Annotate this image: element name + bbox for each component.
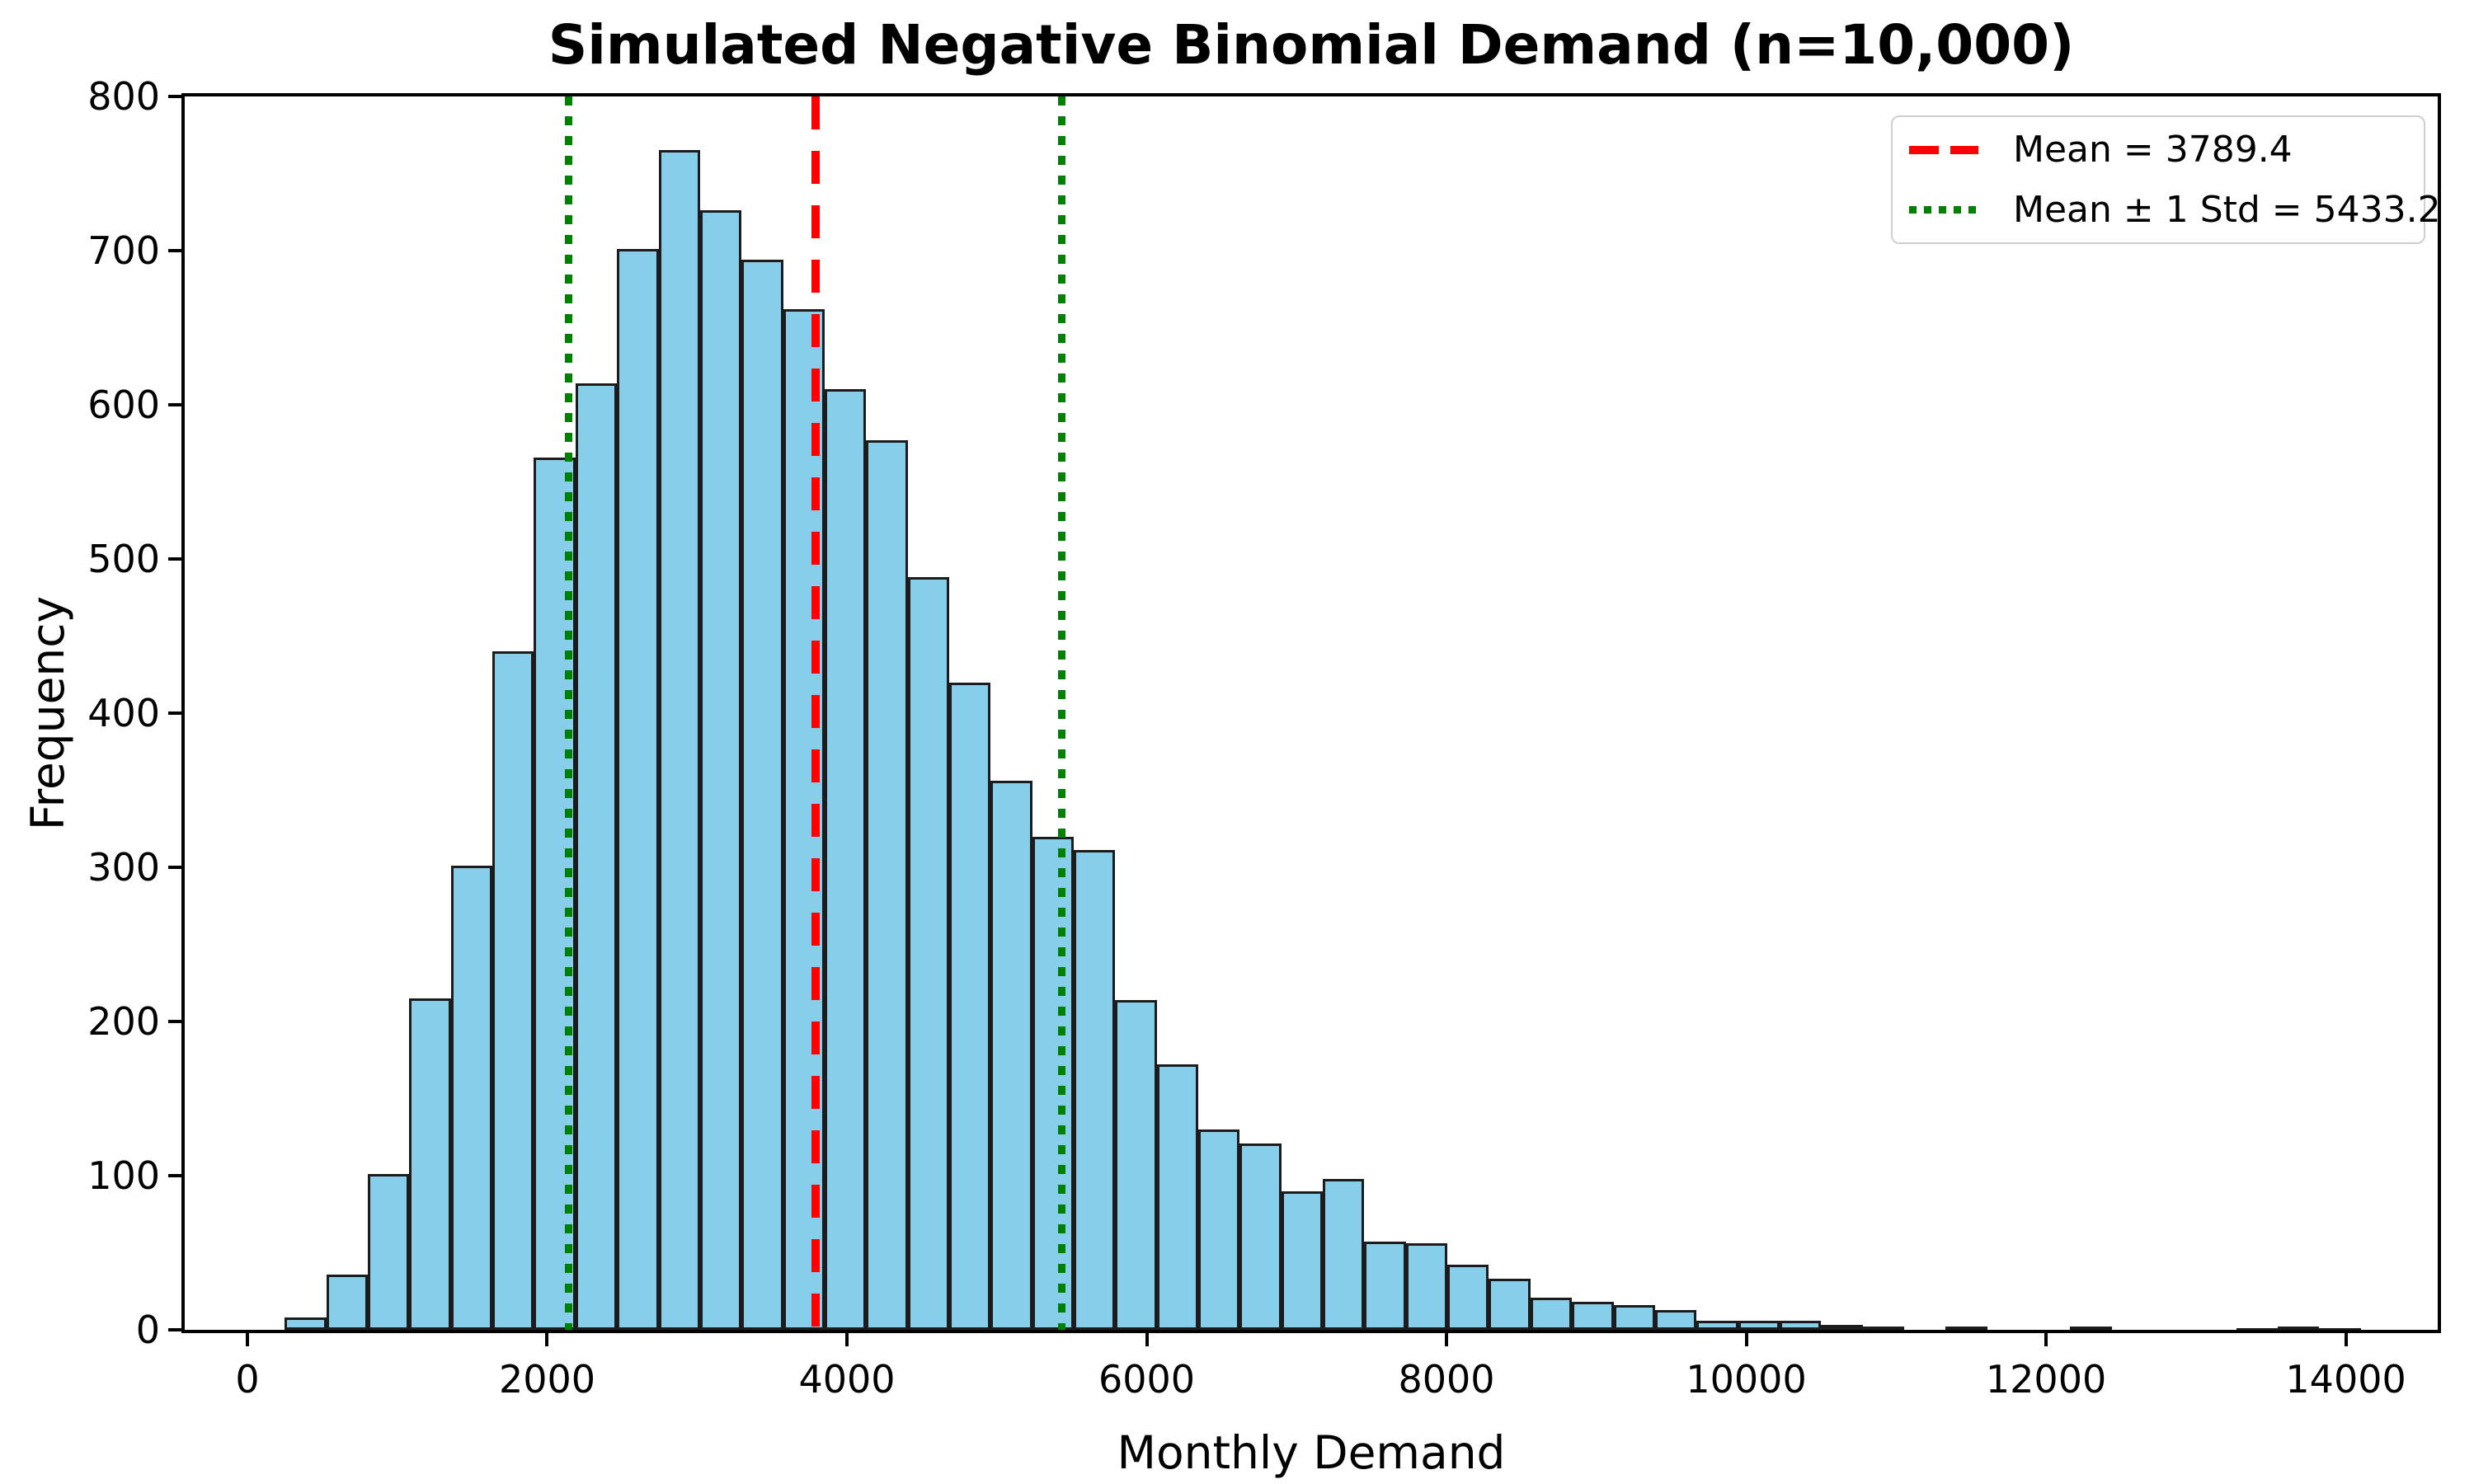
mean-line [811,96,820,1330]
histogram-bar [907,577,949,1330]
histogram-bar [1489,1279,1531,1330]
std-line-upper [1058,96,1065,1330]
histogram-bar [990,781,1032,1330]
x-tick-mark [1145,1330,1149,1346]
y-tick-label: 400 [87,691,160,735]
histogram-bar [699,210,742,1330]
histogram-bar [492,651,534,1330]
plot-area [185,96,2438,1334]
x-tick-mark [1445,1330,1449,1346]
histogram-bar [1074,850,1116,1330]
x-tick-mark [2044,1330,2048,1346]
histogram-bar [824,389,867,1330]
y-tick-label: 600 [87,383,160,427]
y-tick-label: 0 [135,1308,160,1352]
histogram-bar [2319,1328,2361,1334]
x-tick-label: 12000 [1985,1357,2107,1402]
y-axis-label: Frequency [21,595,74,831]
histogram-bar [866,440,908,1330]
x-tick-label: 14000 [2285,1357,2406,1402]
y-tick-label: 800 [87,74,160,119]
histogram-bar [1613,1305,1655,1330]
x-tick-mark [1744,1330,1748,1346]
std-line-lower [565,96,573,1330]
histogram-bar [1198,1129,1240,1330]
histogram-bar [1696,1320,1738,1330]
y-tick-mark [168,866,185,869]
histogram-bar [1862,1327,1904,1332]
x-tick-label: 6000 [1098,1357,1196,1402]
legend-line-dotted-green-icon [1909,206,1978,214]
chart-title: Simulated Negative Binomial Demand (n=10… [548,13,2075,77]
x-tick-mark [2344,1330,2348,1346]
y-tick-label: 200 [87,999,160,1044]
histogram-bar [658,150,700,1330]
histogram-bar [575,383,618,1330]
histogram-bar [1738,1320,1780,1330]
y-tick-mark [168,95,185,98]
histogram-bar [1323,1178,1365,1330]
histogram-bar [2278,1327,2320,1332]
histogram-bar [741,260,783,1330]
x-tick-label: 0 [235,1357,260,1402]
legend-label-std: Mean ± 1 Std = 5433.2 [2013,189,2441,231]
histogram-bar [326,1274,369,1330]
x-tick-label: 8000 [1398,1357,1495,1402]
y-tick-mark [168,711,185,715]
histogram-bar [1405,1243,1448,1330]
x-axis-label: Monthly Demand [1117,1426,1506,1479]
y-tick-label: 300 [87,845,160,890]
y-tick-mark [168,403,185,406]
histogram-bar [1572,1302,1614,1330]
y-tick-mark [168,1020,185,1023]
legend-item-mean: Mean = 3789.4 [1909,129,2407,171]
histogram-bar [368,1174,410,1330]
histogram-bar [1779,1320,1822,1330]
x-tick-label: 4000 [798,1357,896,1402]
legend: Mean = 3789.4 Mean ± 1 Std = 5433.2 [1891,115,2441,244]
histogram-bar [1281,1190,1324,1330]
histogram-bar [1530,1297,1573,1330]
histogram-bar [1654,1309,1697,1330]
x-tick-label: 2000 [498,1357,596,1402]
y-tick-mark [168,557,185,561]
histogram-bar [1239,1143,1282,1330]
y-tick-mark [168,1174,185,1177]
y-tick-mark [168,249,185,252]
histogram-bar [1032,836,1074,1330]
histogram-bar [617,249,659,1330]
histogram-bar [1945,1327,1987,1332]
x-tick-mark [845,1330,849,1346]
histogram-bar [1115,999,1157,1330]
legend-line-dashed-red-icon [1909,145,1978,154]
y-tick-mark [168,1328,185,1331]
histogram-bar [409,998,451,1330]
x-tick-label: 10000 [1686,1357,1807,1402]
histogram-bar [285,1317,327,1330]
histogram-bar [450,866,493,1330]
histogram-bar [948,682,991,1330]
histogram-bar [1364,1242,1406,1330]
histogram-bar [1156,1064,1199,1330]
histogram-bar [2070,1327,2112,1332]
y-tick-label: 500 [87,537,160,581]
x-tick-mark [245,1330,249,1346]
histogram-bar [1821,1325,1863,1331]
x-tick-mark [545,1330,549,1346]
histogram-bar [2236,1328,2279,1334]
legend-item-std: Mean ± 1 Std = 5433.2 [1909,189,2441,231]
legend-label-mean: Mean = 3789.4 [2013,129,2293,171]
y-tick-label: 700 [87,228,160,273]
y-tick-label: 100 [87,1153,160,1198]
histogram-bar [1447,1265,1489,1330]
